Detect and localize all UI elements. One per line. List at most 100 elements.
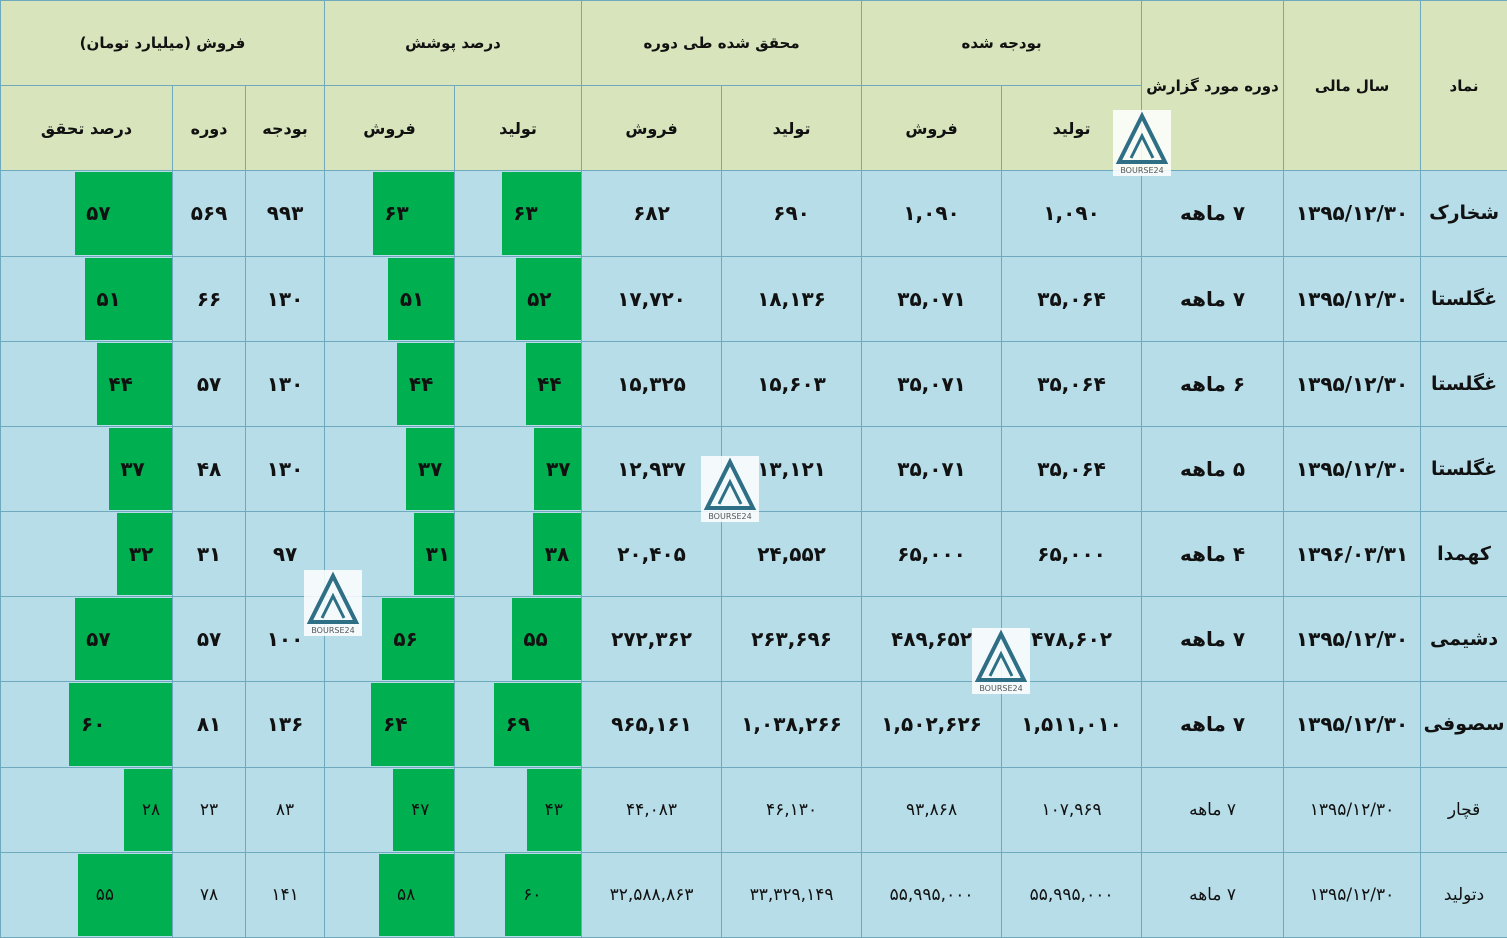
bourse24-watermark-icon: BOURSE24 bbox=[972, 628, 1030, 694]
real-sales-cell: ۲۷۲,۳۶۲ bbox=[581, 596, 723, 683]
sales-period-cell: ۳۱ bbox=[172, 511, 247, 598]
cov-production-cell: ۴۴ bbox=[454, 340, 583, 427]
cov-sales-cell: ۵۸ bbox=[324, 851, 456, 938]
report-period-cell: ۵ ماهه bbox=[1141, 425, 1285, 513]
coverage-bar bbox=[526, 768, 582, 851]
bourse24-watermark-icon: BOURSE24 bbox=[304, 570, 362, 636]
table-row: دشیمی ۱۳۹۵/۱۲/۳۰ ۷ ماهه ۴۷۸,۶۰۲ ۴۸۹,۶۵۲ ۲۶۳,۶… bbox=[0, 596, 1507, 683]
header-realized: محقق شده طی دوره bbox=[581, 0, 863, 87]
bar-value: ۴۴ bbox=[537, 371, 562, 396]
bar-value: ۶۳ bbox=[513, 201, 538, 226]
cov-production-cell: ۳۸ bbox=[454, 511, 583, 598]
symbol-cell: دشیمی bbox=[1420, 596, 1507, 683]
header-sales-period: دوره bbox=[172, 85, 247, 172]
table-body: شخارک ۱۳۹۵/۱۲/۳۰ ۷ ماهه ۱,۰۹۰ ۱,۰۹۰ ۶۹۰ ۶۸۲ ۶۳ ۶… bbox=[0, 170, 1507, 938]
coverage-bar bbox=[414, 513, 455, 596]
symbol-cell: دتولید bbox=[1420, 851, 1507, 938]
report-period-cell: ۷ ماهه bbox=[1141, 766, 1285, 853]
symbol-cell: غگلستا bbox=[1420, 255, 1507, 342]
budget-production-cell: ۶۵,۰۰۰ bbox=[1001, 511, 1143, 598]
real-sales-cell: ۱۷,۷۲۰ bbox=[581, 255, 723, 342]
table-row: کهمدا ۱۳۹۶/۰۳/۳۱ ۴ ماهه ۶۵,۰۰۰ ۶۵,۰۰۰ ۲۴,۵۵۲ ۲… bbox=[0, 511, 1507, 598]
header-budget-sales: فروش bbox=[861, 85, 1003, 172]
table-row: سصوفی ۱۳۹۵/۱۲/۳۰ ۷ ماهه ۱,۵۱۱,۰۱۰ ۱,۵۰۲,۶۲۶ ۱… bbox=[0, 681, 1507, 768]
coverage-bar bbox=[501, 172, 582, 255]
bar-value: ۵۶ bbox=[393, 627, 418, 652]
coverage-bar bbox=[511, 598, 582, 681]
cov-production-cell: ۶۳ bbox=[454, 170, 583, 257]
bar-value: ۶۰ bbox=[523, 884, 542, 905]
coverage-bar bbox=[533, 513, 582, 596]
sales-budget-cell: ۱۳۰ bbox=[245, 255, 326, 342]
coverage-bar bbox=[397, 342, 455, 425]
symbol-cell: غگلستا bbox=[1420, 340, 1507, 427]
fiscal-year-cell: ۱۳۹۵/۱۲/۳۰ bbox=[1283, 766, 1422, 853]
report-period-cell: ۷ ماهه bbox=[1141, 255, 1285, 342]
real-sales-cell: ۱۵,۳۲۵ bbox=[581, 340, 723, 427]
coverage-bar bbox=[117, 513, 173, 596]
coverage-bar bbox=[381, 598, 455, 681]
symbol-cell: قچار bbox=[1420, 766, 1507, 853]
budget-production-cell: ۱,۰۹۰ bbox=[1001, 170, 1143, 257]
cov-sales-cell: ۵۶ bbox=[324, 596, 456, 683]
budget-production-cell: ۱,۵۱۱,۰۱۰ bbox=[1001, 681, 1143, 768]
real-sales-cell: ۹۶۵,۱۶۱ bbox=[581, 681, 723, 768]
symbol-cell: کهمدا bbox=[1420, 511, 1507, 598]
budget-sales-cell: ۳۵,۰۷۱ bbox=[861, 255, 1003, 342]
fiscal-year-cell: ۱۳۹۵/۱۲/۳۰ bbox=[1283, 170, 1422, 257]
bar-value: ۵۵ bbox=[523, 627, 548, 652]
symbol-cell: شخارک bbox=[1420, 170, 1507, 257]
coverage-bar bbox=[379, 853, 455, 936]
report-period-cell: ۷ ماهه bbox=[1141, 596, 1285, 683]
report-period-cell: ۷ ماهه bbox=[1141, 681, 1285, 768]
report-period-cell: ۷ ماهه bbox=[1141, 851, 1285, 938]
bar-value: ۵۷ bbox=[86, 627, 111, 652]
coverage-bar bbox=[505, 853, 582, 936]
report-period-cell: ۷ ماهه bbox=[1141, 170, 1285, 257]
header-achievement: درصد تحقق bbox=[0, 85, 174, 172]
coverage-bar bbox=[77, 853, 173, 936]
cov-production-cell: ۳۷ bbox=[454, 425, 583, 513]
coverage-bar bbox=[515, 257, 582, 340]
coverage-bar bbox=[74, 172, 173, 255]
table-row: قچار ۱۳۹۵/۱۲/۳۰ ۷ ماهه ۱۰۷,۹۶۹ ۹۳,۸۶۸ ۴۶,۱۳۰ ۴… bbox=[0, 766, 1507, 853]
sales-period-cell: ۵۷ bbox=[172, 596, 247, 683]
achievement-cell: ۳۲ bbox=[0, 511, 174, 598]
real-production-cell: ۲۶۳,۶۹۶ bbox=[721, 596, 863, 683]
sales-budget-cell: ۹۹۳ bbox=[245, 170, 326, 257]
coverage-bar bbox=[124, 768, 173, 851]
achievement-cell: ۴۴ bbox=[0, 340, 174, 427]
bar-value: ۴۴ bbox=[408, 371, 434, 396]
achievement-cell: ۵۱ bbox=[0, 255, 174, 342]
bar-value: ۵۱ bbox=[399, 286, 425, 311]
watermark-text: BOURSE24 bbox=[1120, 166, 1163, 175]
header-sales-group: فروش (میلیارد تومان) bbox=[0, 0, 326, 87]
coverage-bar bbox=[74, 598, 173, 681]
bar-value: ۳۷ bbox=[546, 456, 571, 481]
table-row: شخارک ۱۳۹۵/۱۲/۳۰ ۷ ماهه ۱,۰۹۰ ۱,۰۹۰ ۶۹۰ ۶۸۲ ۶۳ ۶… bbox=[0, 170, 1507, 257]
budget-production-cell: ۳۵,۰۶۴ bbox=[1001, 340, 1143, 427]
sales-budget-cell: ۱۴۱ bbox=[245, 851, 326, 938]
sales-period-cell: ۴۸ bbox=[172, 425, 247, 513]
real-sales-cell: ۲۰,۴۰۵ bbox=[581, 511, 723, 598]
bar-value: ۶۴ bbox=[383, 712, 408, 737]
symbol-cell: سصوفی bbox=[1420, 681, 1507, 768]
bar-value: ۳۱ bbox=[425, 542, 451, 567]
coverage-bar bbox=[406, 427, 455, 511]
sales-period-cell: ۵۷ bbox=[172, 340, 247, 427]
bar-value: ۲۸ bbox=[141, 799, 161, 820]
sales-period-cell: ۲۳ bbox=[172, 766, 247, 853]
real-production-cell: ۲۴,۵۵۲ bbox=[721, 511, 863, 598]
bar-value: ۳۲ bbox=[128, 542, 154, 567]
header-real-production: تولید bbox=[721, 85, 863, 172]
achievement-cell: ۵۷ bbox=[0, 596, 174, 683]
header-row-2: تولید فروش تولید فروش تولید فروش بودجه د… bbox=[0, 85, 1507, 172]
bar-value: ۵۱ bbox=[96, 286, 121, 311]
budget-sales-cell: ۹۳,۸۶۸ bbox=[861, 766, 1003, 853]
header-sales-budget: بودجه bbox=[245, 85, 326, 172]
achievement-cell: ۵۵ bbox=[0, 851, 174, 938]
report-period-cell: ۴ ماهه bbox=[1141, 511, 1285, 598]
coverage-bar bbox=[534, 427, 582, 511]
